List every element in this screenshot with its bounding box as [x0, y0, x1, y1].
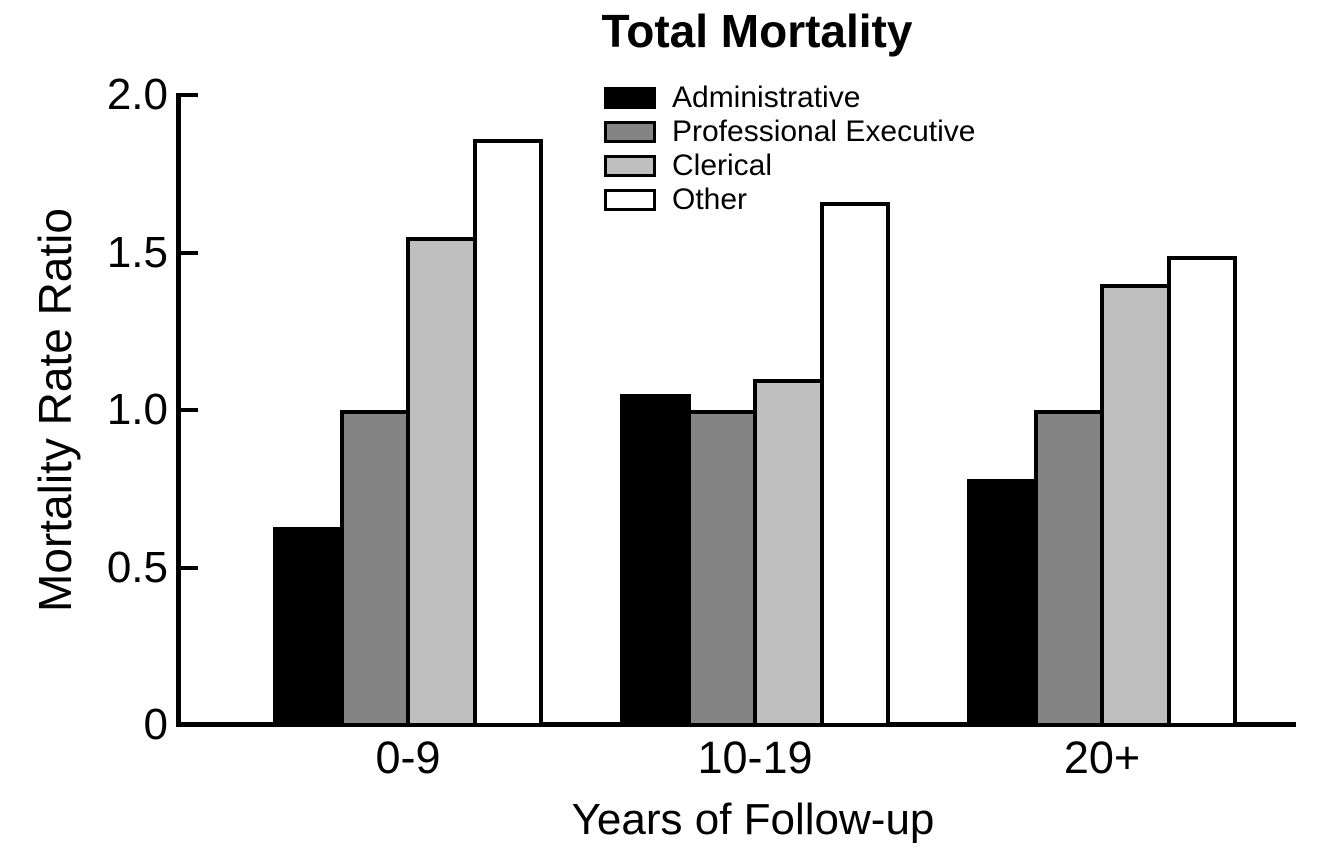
- bar-professional-executive-0-9: [339, 410, 410, 727]
- bar-other-20+: [1166, 255, 1237, 727]
- y-axis-tick: [181, 408, 198, 412]
- legend-row-other: Other: [604, 183, 976, 217]
- legend-row-professional-executive: Professional Executive: [604, 115, 976, 149]
- y-axis-tick: [181, 565, 198, 570]
- bar-administrative-10-19: [620, 394, 691, 727]
- legend-swatch: [604, 155, 656, 177]
- y-tick-label: 0.5: [106, 542, 168, 592]
- x-axis-title: Years of Follow-up: [571, 795, 935, 844]
- legend-label: Other: [672, 183, 748, 216]
- y-axis-tick: [181, 250, 198, 255]
- legend-row-clerical: Clerical: [604, 149, 976, 183]
- legend-swatch: [604, 189, 656, 211]
- legend-label: Clerical: [672, 149, 773, 182]
- y-tick-label: 2.0: [106, 70, 168, 119]
- y-tick-label: 1.5: [106, 227, 168, 277]
- y-tick-label: 0: [143, 700, 168, 749]
- bar-other-0-9: [472, 139, 543, 727]
- legend: Administrative Professional Executive Cler…: [604, 81, 976, 217]
- bar-administrative-20+: [967, 479, 1038, 727]
- bar-clerical-0-9: [406, 236, 477, 727]
- bar-clerical-20+: [1100, 284, 1171, 727]
- legend-swatch: [604, 121, 656, 143]
- x-category-label-0-9: 0-9: [375, 732, 441, 783]
- bar-professional-executive-20+: [1033, 410, 1104, 727]
- bar-administrative-0-9: [273, 526, 344, 727]
- bar-other-10-19: [819, 202, 890, 727]
- chart-title: Total Mortality: [601, 5, 913, 57]
- x-category-label-10-19: 10-19: [697, 732, 813, 783]
- legend-swatch: [604, 87, 656, 109]
- legend-label: Professional Executive: [672, 115, 976, 148]
- x-category-label-20+: 20+: [1063, 732, 1141, 783]
- bar-clerical-10-19: [753, 378, 824, 727]
- y-tick-label: 1.0: [106, 385, 168, 434]
- legend-label: Administrative: [672, 81, 861, 114]
- y-axis-line: [176, 93, 181, 727]
- y-axis-tick: [181, 93, 198, 97]
- legend-row-administrative: Administrative: [604, 81, 976, 115]
- bar-professional-executive-10-19: [686, 410, 757, 727]
